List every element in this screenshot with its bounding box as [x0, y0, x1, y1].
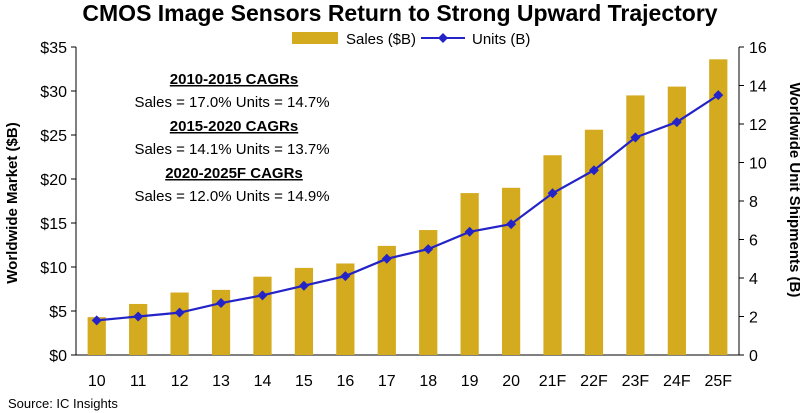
units-point — [464, 226, 475, 237]
y-tick-left-label: $15 — [40, 216, 67, 233]
units-point — [381, 253, 392, 264]
x-tick-label: 22F — [580, 373, 608, 390]
legend-units-marker — [438, 33, 448, 43]
units-point — [506, 219, 517, 230]
y-tick-left-label: $10 — [40, 260, 67, 277]
units-point — [174, 307, 185, 318]
legend-sales-swatch — [292, 32, 338, 44]
x-tick-label: 19 — [461, 373, 479, 390]
sales-bar — [501, 187, 521, 355]
sales-bar — [709, 59, 728, 355]
x-tick-label: 17 — [378, 373, 396, 390]
sales-bar — [626, 95, 645, 356]
y-tick-right-label: 10 — [749, 156, 767, 173]
x-tick-label: 16 — [336, 373, 354, 390]
x-tick-label: 25F — [704, 373, 732, 390]
cagr-heading-2020-2025f: 2020-2025F CAGRs — [165, 165, 303, 182]
cagr-values-2010-2015: Sales = 17.0% Units = 14.7% — [134, 94, 329, 111]
x-tick-label: 23F — [622, 373, 650, 390]
y-tick-right-label: 14 — [749, 79, 767, 96]
y-axis-right-label: Worldwide Unit Shipments (B) — [786, 83, 800, 298]
y-tick-right-label: 4 — [749, 271, 758, 288]
y-tick-right-label: 8 — [749, 194, 758, 211]
cagr-heading-2010-2015: 2010-2015 CAGRs — [170, 71, 298, 88]
plot-area: $0 $5 $10 $15 $20 $25 $30 $35 0 2 4 6 8 10 12 14 16 10 11 1… — [40, 40, 767, 390]
units-point — [298, 280, 309, 291]
x-tick-label: 20 — [502, 373, 520, 390]
y-tick-left-label: $25 — [40, 128, 67, 145]
y-tick-right-label: 2 — [749, 310, 758, 327]
units-point — [216, 298, 227, 309]
y-tick-left-label: $35 — [40, 40, 67, 57]
x-tick-label: 11 — [130, 373, 147, 390]
y-tick-right-label: 12 — [749, 117, 767, 134]
x-tick-label: 12 — [171, 373, 189, 390]
y-tick-right-label: 6 — [749, 233, 758, 250]
x-tick-label: 10 — [88, 373, 106, 390]
sales-bar — [584, 129, 604, 355]
cagr-values-2015-2020: Sales = 14.1% Units = 13.7% — [134, 141, 329, 158]
sales-bar — [667, 86, 686, 355]
y-tick-left-label: $20 — [40, 172, 67, 189]
x-tick-label: 24F — [663, 373, 691, 390]
sales-bar — [294, 267, 314, 355]
sales-bar — [87, 317, 106, 355]
units-point — [671, 117, 682, 128]
y-tick-left-label: $30 — [40, 84, 67, 101]
units-point — [257, 290, 268, 301]
units-point — [340, 271, 351, 282]
x-tick-label: 18 — [419, 373, 437, 390]
units-point — [630, 132, 641, 143]
y-tick-right-label: 0 — [749, 348, 758, 365]
units-point — [91, 315, 102, 326]
sales-bar — [460, 193, 479, 355]
x-tick-label: 13 — [212, 373, 230, 390]
cagr-annotations: 2010-2015 CAGRs Sales = 17.0% Units = 14… — [134, 71, 329, 205]
y-tick-left-label: $0 — [49, 348, 67, 365]
units-point — [588, 165, 599, 176]
units-line — [96, 94, 719, 322]
cagr-heading-2015-2020: 2015-2020 CAGRs — [170, 118, 298, 135]
legend-units-label: Units (B) — [472, 31, 530, 48]
sales-bar — [211, 289, 231, 355]
sales-bar — [543, 155, 562, 355]
units-point — [713, 90, 724, 101]
x-tick-label: 14 — [254, 373, 272, 390]
units-point — [133, 311, 144, 322]
y-tick-left-label: $5 — [49, 304, 67, 321]
sales-bar — [336, 263, 355, 355]
y-tick-right-label: 16 — [749, 40, 767, 57]
cagr-values-2020-2025f: Sales = 12.0% Units = 14.9% — [134, 188, 329, 205]
units-point — [423, 244, 434, 255]
sales-bar — [170, 292, 189, 355]
units-point — [547, 188, 558, 199]
chart-title: CMOS Image Sensors Return to Strong Upwa… — [82, 0, 717, 26]
sales-bar — [419, 230, 438, 355]
x-tick-label: 15 — [295, 373, 313, 390]
legend-sales-label: Sales ($B) — [346, 31, 416, 48]
y-axis-left-label: Worldwide Market ($B) — [4, 122, 21, 283]
source-note: Source: IC Insights — [8, 396, 118, 411]
x-tick-label: 21F — [539, 373, 567, 390]
sales-bar — [253, 276, 272, 355]
sales-bar — [377, 245, 396, 355]
